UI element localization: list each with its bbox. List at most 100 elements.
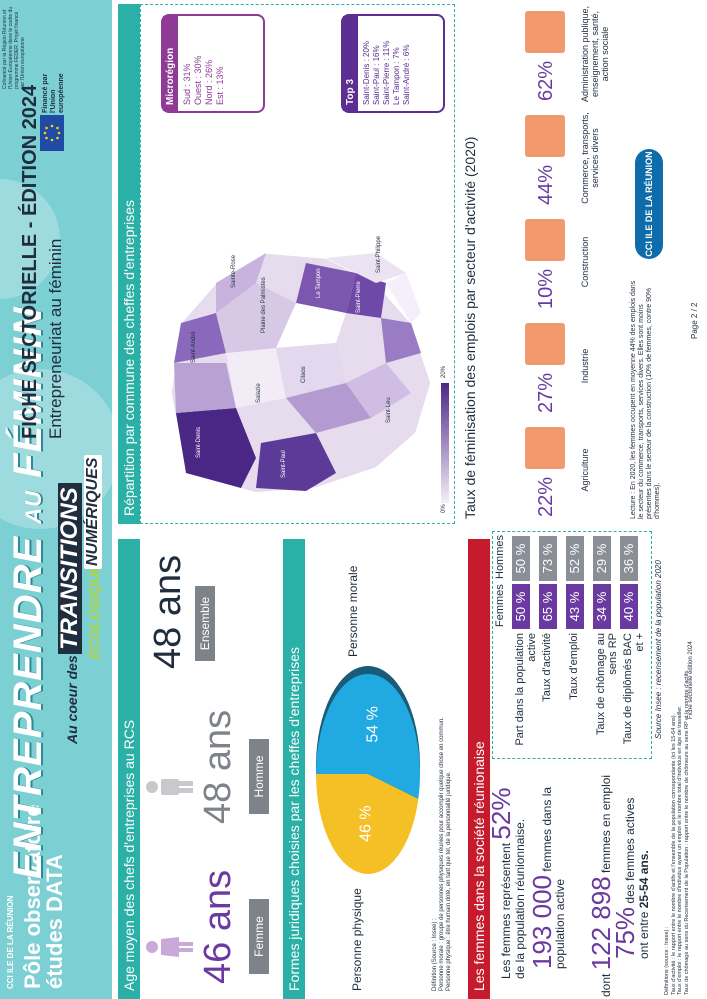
sector-label: Construction: [580, 236, 590, 288]
line3-pre: dont: [599, 973, 613, 997]
table-cell-femmes: 40 %: [620, 584, 638, 629]
map-label-salazie: Salazie: [256, 383, 262, 403]
microregion-line: Est : 13%: [215, 66, 225, 105]
pie-label-physique: 46 %: [358, 805, 375, 841]
women-definitions: Définitions (source : Insee) : Taux d'ac…: [664, 535, 690, 995]
definition-physique: Personne physique : être humain doté, en…: [446, 771, 452, 991]
sector-icon: [525, 11, 565, 53]
table-cell-hommes: 29 %: [593, 536, 611, 581]
age-femme-label: Femme: [249, 899, 269, 974]
map-label-saint-denis: Saint-Denis: [196, 426, 202, 458]
line4-sub-value: 25-54 ans.: [637, 850, 651, 909]
definition-taux-chomage: Taux de chômage au sens du Recensement d…: [683, 669, 690, 995]
sector-pct: 22%: [535, 476, 557, 517]
eu-line2: l'Union européenne: [50, 73, 65, 113]
line1-pre: Les femmes représentent: [499, 842, 513, 979]
forms-definitions-title: Définition (Source : Insee) :: [432, 918, 438, 991]
sector-pct: 62%: [535, 60, 557, 101]
top3-line: Saint-Paul : 16%: [372, 45, 381, 105]
women-line4: 75% des femmes actives ont entre 25-54 a…: [610, 759, 651, 959]
subtitle-numeriques: NUMÉRIQUES: [84, 454, 102, 569]
pie-chart: 46 % 54 %: [316, 666, 420, 874]
women-line2: 193 000 femmes dans la population active: [527, 739, 567, 969]
subtitle-transitions: TRANSITIONS: [56, 483, 83, 654]
definition-morale: Personne morale : groupe de personnes ph…: [439, 717, 445, 991]
microregion-line: Nord : 26%: [204, 59, 214, 105]
man-icon: [145, 775, 195, 799]
label-physique: Personne physique: [350, 888, 364, 991]
map-legend-max: 20%: [441, 365, 447, 378]
table-cell-femmes: 43 %: [566, 584, 584, 629]
forms-section-title: Formes juridiques choisies par les cheff…: [283, 539, 305, 999]
sector-pct: 10%: [535, 268, 557, 309]
header-banner: CCI ILE DE LA RÉUNION Pôle observatoire …: [0, 0, 120, 999]
top3-line: Le Tampon : 7%: [392, 47, 401, 105]
page-number: Page 2 / 2: [690, 302, 699, 339]
age-homme-value: 48 ans: [197, 709, 239, 824]
cci-logo-small: CCI ILE DE LA RÉUNION: [6, 895, 15, 989]
eu-text: Financé par l'Union européenne: [42, 73, 66, 113]
sector-label: Industrie: [580, 348, 590, 384]
map-label-saint-philippe: Saint-Philippe: [376, 235, 382, 273]
col-femmes: Femmes: [494, 584, 506, 627]
age-section: 46 ans Femme 48 ans Homme 48 ans Ensembl…: [145, 539, 280, 989]
women-section: Les femmes représentent 52% de la popula…: [486, 529, 694, 999]
top3-line: Saint-André : 6%: [402, 44, 411, 105]
women-section-title: Les femmes dans la société réunionaise: [468, 539, 490, 999]
sector-icon: [525, 323, 565, 365]
fiche-title: FICHE SECTORIELLE - ÉDITION 2024: [19, 84, 41, 439]
top3-line: Saint-Pierre : 11%: [382, 40, 391, 105]
table-cell-hommes: 50 %: [512, 536, 530, 581]
label-morale: Personne morale: [346, 565, 360, 657]
age-section-title: Age moyen des chefs d'entreprises au RCS: [118, 539, 140, 999]
ecologiques-text: ÉCOLOGIQUES: [86, 554, 102, 659]
age-femme-value: 46 ans: [197, 869, 239, 984]
eu-flag-icon: [40, 115, 64, 151]
table-cell-femmes: 65 %: [539, 584, 557, 629]
table-cell-hommes: 52 %: [566, 536, 584, 581]
map-label-cilaos: Cilaos: [301, 366, 307, 383]
microregion-line: Sud : 31%: [182, 63, 192, 105]
table-row-label: Taux de chômage au sens RP: [595, 633, 619, 736]
age-homme-label: Homme: [249, 739, 269, 814]
pie-label-morale: 54 %: [364, 706, 381, 742]
map-legend-min: 0%: [441, 504, 447, 513]
sector-icon: [525, 219, 565, 261]
women-line1: Les femmes représentent 52% de la popula…: [486, 749, 527, 979]
table-cell-hommes: 73 %: [539, 536, 557, 581]
table-row-label: Taux d'emploi: [568, 633, 580, 700]
women-line3: dont 122 898 femmes en emploi: [586, 757, 617, 997]
line4-sub-pre: ont entre: [637, 911, 651, 959]
line1-post: de la population réunionnaise.: [513, 818, 527, 979]
sector-section-title: Taux de féminisation des emplois par sec…: [462, 136, 478, 519]
cci-logo: CCI ILE DE LA RÉUNION: [635, 149, 663, 259]
footer-note: Fiche sectorielle édition 2024: [688, 641, 694, 719]
table-row-label: Taux de diplômés BAC et +: [622, 633, 646, 745]
age-ensemble-value: 48 ans: [147, 554, 189, 669]
map-label-le-tampon: Le Tampon: [316, 268, 322, 298]
table-row-label: Taux d'activité: [541, 633, 553, 702]
sector-grid: 22% Agriculture 27% Industrie 10% Constructio…: [485, 4, 645, 519]
forms-section: Personne physique Personne morale 46 % 54…: [308, 539, 468, 999]
fiche-subtitle: Entrepreneuriat au féminin: [46, 238, 65, 439]
sector-label: Administration publique, enseignement, s…: [580, 5, 610, 103]
top3-box: Top 3 Saint-Denis : 20% Saint-Paul : 16% S…: [341, 14, 445, 113]
sector-icon: [525, 427, 565, 469]
line4-value: 75%: [610, 906, 640, 959]
top3-lines: Saint-Denis : 20% Saint-Paul : 16% Saint-P…: [358, 16, 416, 111]
map-label-saint-pierre: Saint-Pierre: [356, 281, 362, 313]
line1-value: 52%: [486, 787, 516, 840]
table-cell-femmes: 34 %: [593, 584, 611, 629]
map-label-plaine: Plaine des Palmistes: [261, 277, 267, 333]
map-section: Saint-Denis Saint-Paul Le Tampon Saint-P…: [140, 4, 455, 524]
top3-title: Top 3: [343, 16, 358, 111]
sector-pct: 27%: [535, 372, 557, 413]
subtitle-coeur: Au coeur des: [64, 655, 80, 744]
eu-line1: Financé par: [42, 73, 49, 113]
map-legend-bar: [441, 383, 449, 503]
microregion-title: Microrégion: [163, 16, 178, 111]
table-row-label: Part dans la population active: [514, 633, 538, 746]
map-label-saint-andre: Saint-André: [191, 331, 197, 363]
line4-text: des femmes actives: [623, 797, 637, 904]
